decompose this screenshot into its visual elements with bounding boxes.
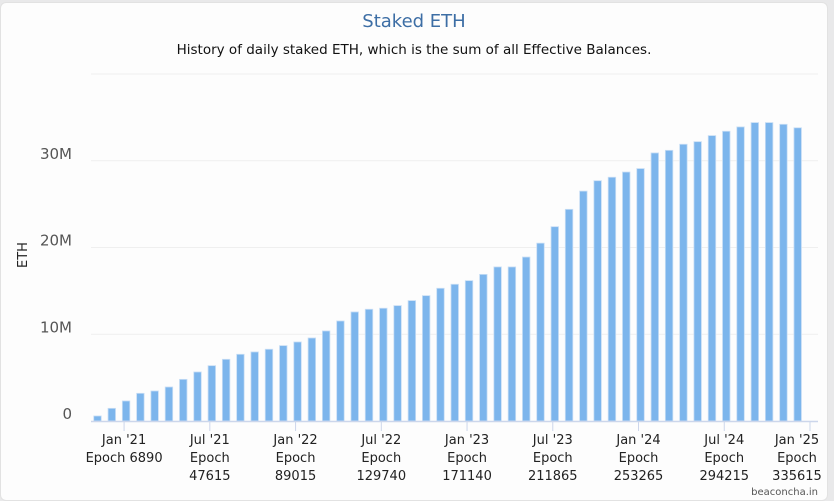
y-axis-label: ETH [16,242,31,268]
x-tick-epoch-label: Epoch [619,451,659,466]
x-tick-epoch: 47615 [189,469,230,484]
y-tick-label: 0 [62,405,72,423]
bar [679,143,688,422]
bar [379,307,388,422]
bar [764,122,774,422]
x-tick-epoch: 129740 [356,469,406,484]
bar [350,311,359,422]
x-tick-date: Jul '23 [532,433,573,448]
bar [622,171,631,422]
x-tick-epoch-label: Epoch [276,451,316,466]
bar [164,386,174,422]
bar [450,283,459,422]
bar [93,415,102,422]
bar [722,130,731,422]
bar [479,273,488,422]
x-tick-date: Jul '22 [360,433,401,448]
x-tick-date: Jul '24 [703,433,744,448]
bar [107,407,116,422]
bar [464,280,474,422]
x-tick-epoch-label: Epoch [704,451,744,466]
x-tick-epoch: 294215 [699,469,749,484]
bar [736,126,745,422]
bar [636,168,645,422]
x-tick-date: Jan '23 [444,433,489,448]
bar [407,300,417,422]
y-tick-label: 30M [40,145,72,163]
bar [507,266,517,422]
x-tick-date: Jul '21 [189,433,230,448]
bar [221,358,231,422]
bar [250,351,259,422]
x-tick-epoch-label: Epoch [361,451,401,466]
bar [550,226,559,422]
bar [121,400,131,422]
bar [179,378,188,422]
bar [607,176,617,422]
x-tick-epoch: 171140 [442,469,492,484]
x-tick-epoch-label: Epoch [777,451,817,466]
bar [793,127,802,422]
bar [750,122,759,422]
bar [193,371,202,422]
x-tick-epoch-label: Epoch [533,451,573,466]
bar [593,180,602,422]
bar [207,365,216,422]
bar [293,341,302,422]
x-tick-date: Jan '21 [101,433,146,448]
bar [564,208,574,422]
bar [579,190,588,422]
bar [236,353,245,422]
bar [650,152,659,422]
bar [693,141,702,422]
x-tick-date: Jan '22 [272,433,317,448]
bar [321,330,331,422]
bar [493,266,502,422]
credit-link[interactable]: beaconcha.in [751,487,818,498]
bar [336,320,345,422]
bar [364,308,374,422]
bar [664,149,674,422]
bar [422,295,431,422]
x-tick-epoch: 89015 [275,469,316,484]
x-tick-epoch-label: Epoch [190,451,230,466]
bar [779,123,788,422]
bar [536,242,545,422]
x-tick-epoch: 335615 [772,469,822,484]
x-tick-epoch: 211865 [528,469,578,484]
y-tick-label: 10M [40,318,72,336]
bar [150,390,159,422]
bar [307,337,317,422]
x-tick-date: Jan '24 [615,433,660,448]
x-tick-epoch-label: Epoch [447,451,487,466]
bar [279,345,288,422]
x-tick-date: Jan '25 [774,433,819,448]
bar [436,287,445,422]
bar [136,392,145,422]
bar [707,135,717,422]
chart-title: Staked ETH [362,11,465,32]
bar [264,348,274,422]
x-tick-epoch: 253265 [614,469,664,484]
bar [522,256,531,422]
x-tick-epoch-label: Epoch 6890 [86,451,163,466]
y-tick-label: 20M [40,232,72,250]
chart-subtitle: History of daily staked ETH, which is th… [177,42,652,58]
bar [393,305,402,422]
